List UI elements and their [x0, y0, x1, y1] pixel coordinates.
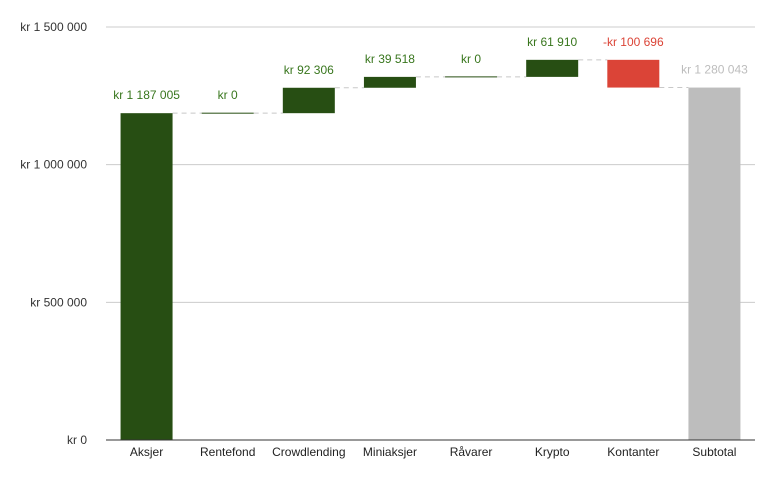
x-tick-label: Subtotal — [692, 445, 736, 459]
x-tick-label: Kontanter — [607, 445, 659, 459]
bar-kontanter — [607, 59, 660, 88]
gridlines — [106, 26, 755, 303]
x-tick-label: Crowdlending — [272, 445, 345, 459]
x-tick-label: Krypto — [535, 445, 570, 459]
bar-subtotal — [688, 87, 741, 440]
data-label: -kr 100 696 — [603, 35, 664, 49]
bar-aksjer — [120, 113, 173, 441]
data-label: kr 1 280 043 — [681, 63, 748, 77]
axes: kr 0 kr 500 000 kr 1 000 000 kr 1 500 000 Ak… — [20, 20, 755, 459]
data-label: kr 0 — [218, 88, 238, 102]
y-tick-label: kr 0 — [67, 433, 87, 447]
x-tick-label: Råvarer — [450, 445, 493, 459]
y-tick-label: kr 500 000 — [30, 295, 87, 309]
bar-rentefond — [201, 112, 254, 114]
data-label: kr 0 — [461, 52, 481, 66]
bar-miniaksjer — [363, 76, 416, 88]
y-tick-label: kr 1 500 000 — [20, 20, 87, 34]
connector-lines — [172, 59, 689, 114]
labels: kr 1 187 005 kr 0 kr 92 306 kr 39 518 kr 0 kr… — [113, 35, 748, 102]
data-label: kr 61 910 — [527, 35, 577, 49]
bars — [120, 59, 741, 441]
bar-krypto — [526, 59, 579, 77]
data-label: kr 1 187 005 — [113, 88, 180, 102]
x-tick-label: Aksjer — [130, 445, 163, 459]
x-tick-label: Miniaksjer — [363, 445, 417, 459]
bar-råvarer — [445, 76, 498, 78]
y-tick-label: kr 1 000 000 — [20, 158, 87, 172]
data-label: kr 92 306 — [284, 63, 334, 77]
data-label: kr 39 518 — [365, 52, 415, 66]
x-tick-label: Rentefond — [200, 445, 255, 459]
bar-crowdlending — [282, 87, 335, 114]
